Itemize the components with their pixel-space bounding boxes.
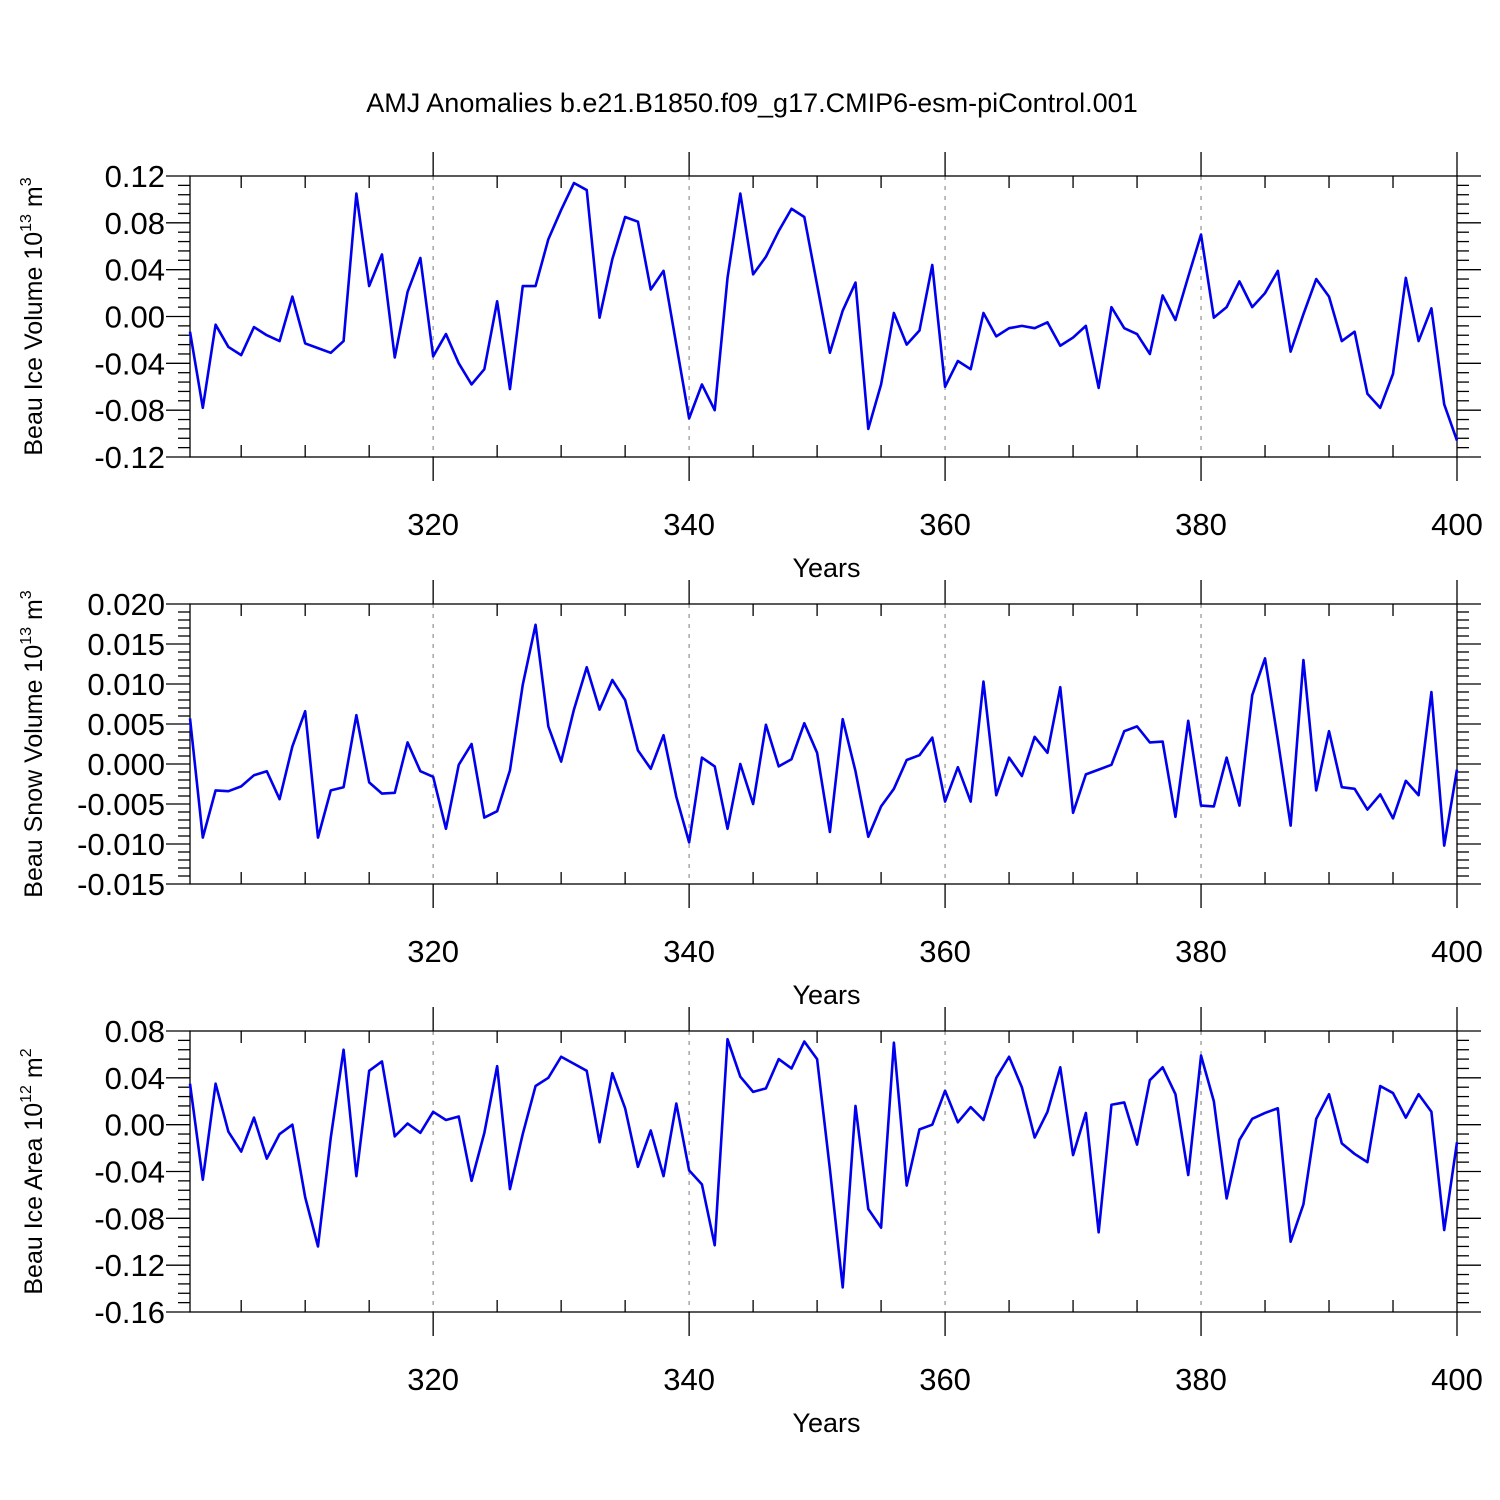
x-axis-label: Years bbox=[792, 553, 860, 583]
y-axis-label-exponent: 13 bbox=[18, 627, 35, 645]
y-axis-label-unit-exponent: 2 bbox=[18, 1048, 35, 1057]
y-axis-label-unit-exponent: 3 bbox=[18, 590, 35, 599]
y-tick-label: 0.04 bbox=[105, 1061, 165, 1096]
y-tick-label: -0.04 bbox=[94, 1155, 165, 1190]
y-axis-label-unit: m bbox=[20, 599, 48, 627]
y-axis-label-text: Beau Ice Area 10 bbox=[20, 1103, 48, 1295]
series-line bbox=[188, 623, 1459, 847]
y-tick-label: -0.010 bbox=[77, 827, 165, 862]
y-tick-label: 0.020 bbox=[87, 587, 165, 622]
y-tick-label: -0.005 bbox=[77, 787, 165, 822]
y-axis-label-text: Beau Snow Volume 10 bbox=[20, 645, 48, 898]
y-tick-label: 0.00 bbox=[105, 1108, 165, 1143]
x-tick-label: 360 bbox=[919, 507, 971, 542]
x-tick-label: 320 bbox=[407, 934, 459, 969]
y-tick-label: -0.08 bbox=[94, 393, 165, 428]
y-axis-label: Beau Snow Volume 1013 m3 bbox=[18, 590, 48, 898]
x-tick-label: 380 bbox=[1175, 1362, 1227, 1397]
x-tick-label: 320 bbox=[407, 507, 459, 542]
plot-frame bbox=[189, 1030, 1458, 1313]
y-axis-label-exponent: 12 bbox=[18, 1085, 35, 1103]
x-tick-label: 400 bbox=[1431, 507, 1483, 542]
panel-3: 320 340 360 380 400 -0.16 -0.12 -0.08 -0.04 0.00 0… bbox=[18, 1007, 1483, 1438]
y-tick-label: -0.015 bbox=[77, 867, 165, 902]
x-tick-label: 320 bbox=[407, 1362, 459, 1397]
y-axis-label: Beau Ice Volume 1013 m3 bbox=[18, 177, 48, 455]
plot-frame bbox=[189, 175, 1458, 458]
x-tick-label: 340 bbox=[663, 507, 715, 542]
series-line bbox=[188, 181, 1459, 442]
x-tick-label: 400 bbox=[1431, 934, 1483, 969]
y-tick-label: 0.08 bbox=[105, 206, 165, 241]
series-line bbox=[188, 1037, 1459, 1289]
panel-1: 320 340 360 380 400 -0.12 -0.08 -0.04 0.00 0.04 0.… bbox=[18, 152, 1483, 583]
y-axis-label-unit: m bbox=[20, 186, 48, 214]
y-axis-label-unit-exponent: 3 bbox=[18, 177, 35, 186]
x-tick-label: 380 bbox=[1175, 507, 1227, 542]
y-tick-label: 0.005 bbox=[87, 707, 165, 742]
plot-frame bbox=[189, 603, 1458, 885]
y-tick-label: 0.08 bbox=[105, 1014, 165, 1049]
y-axis-label-unit: m bbox=[20, 1057, 48, 1085]
y-tick-label: 0.04 bbox=[105, 253, 165, 288]
y-tick-label: 0.015 bbox=[87, 627, 165, 662]
x-tick-label: 340 bbox=[663, 934, 715, 969]
x-tick-label: 340 bbox=[663, 1362, 715, 1397]
y-tick-label: -0.12 bbox=[94, 1248, 165, 1283]
y-tick-label: -0.08 bbox=[94, 1201, 165, 1236]
y-tick-label: 0.00 bbox=[105, 300, 165, 335]
y-axis-label: Beau Ice Area 1012 m2 bbox=[18, 1048, 48, 1294]
panel-2: 320 340 360 380 400 -0.015 -0.010 -0.005 0.000 0.… bbox=[18, 580, 1483, 1010]
y-axis-label-exponent: 13 bbox=[18, 214, 35, 232]
y-tick-label: 0.000 bbox=[87, 747, 165, 782]
x-axis-label: Years bbox=[792, 1408, 860, 1438]
chart-title: AMJ Anomalies b.e21.B1850.f09_g17.CMIP6-… bbox=[366, 88, 1137, 118]
y-tick-label: -0.12 bbox=[94, 440, 165, 475]
y-axis-label-text: Beau Ice Volume 10 bbox=[20, 232, 48, 456]
y-tick-label: -0.04 bbox=[94, 346, 165, 381]
x-axis-label: Years bbox=[792, 980, 860, 1010]
y-tick-label: 0.010 bbox=[87, 667, 165, 702]
y-tick-label: 0.12 bbox=[105, 159, 165, 194]
y-tick-label: -0.16 bbox=[94, 1295, 165, 1330]
x-tick-label: 400 bbox=[1431, 1362, 1483, 1397]
x-tick-label: 360 bbox=[919, 1362, 971, 1397]
x-tick-label: 380 bbox=[1175, 934, 1227, 969]
x-tick-label: 360 bbox=[919, 934, 971, 969]
